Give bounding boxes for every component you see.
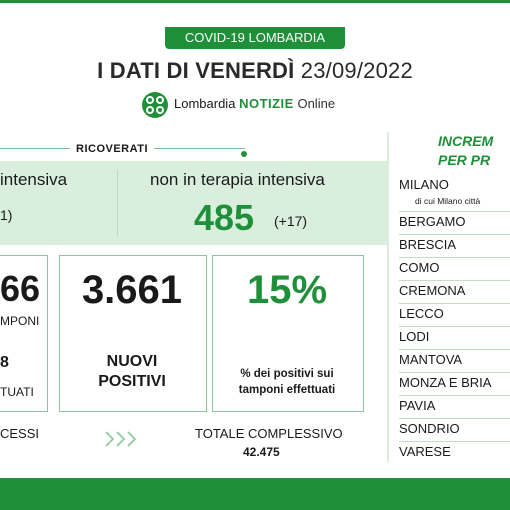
non-terapia-value: 485 [194, 197, 255, 238]
nuovi-positivi-label-line2: POSITIVI [98, 373, 166, 390]
totale-label: TOTALE COMPLESSIVO [195, 426, 343, 441]
province-separator [399, 326, 510, 327]
percent-label: % dei positivi sui tamponi effettuati [222, 366, 352, 398]
totale-value: 42.475 [243, 445, 280, 459]
brand-notizie: NOTIZIE [239, 96, 294, 111]
non-terapia-label: non in terapia intensiva [150, 170, 325, 189]
province-separator [399, 418, 510, 419]
province-item: COMO [399, 260, 440, 275]
footer-bar [0, 478, 510, 510]
province-item: LECCO [399, 306, 444, 321]
percent-card [212, 255, 364, 412]
incrementi-title-line1: INCREM [438, 133, 494, 149]
tamponi-value: 66 [0, 268, 41, 309]
province-item: MILANO [399, 177, 449, 192]
province-item: VARESE [399, 444, 451, 459]
top-line [0, 0, 510, 3]
milano-citta-sub: di cui Milano città [415, 196, 481, 206]
ricoverati-label: RICOVERATI [70, 143, 155, 155]
non-terapia-delta: (+17) [274, 213, 308, 229]
chevrons-right-icon [104, 430, 140, 448]
headline-date: 23/09/2022 [300, 58, 413, 83]
province-separator [399, 303, 510, 304]
province-item: MONZA E BRIA [399, 375, 492, 390]
province-separator [399, 280, 510, 281]
incrementi-title-line2: PER PR [438, 152, 491, 168]
brand-text: Lombardia NOTIZIE Online [174, 96, 335, 111]
province-separator [399, 441, 510, 442]
ricoverati-panel [0, 161, 387, 245]
nuovi-positivi-label: NUOVI POSITIVI [59, 352, 205, 392]
province-item: LODI [399, 329, 430, 344]
province-separator [399, 395, 510, 396]
province-separator [399, 211, 510, 212]
brand-name: Lombardia [174, 96, 236, 111]
province-separator [399, 372, 510, 373]
province-item: BRESCIA [399, 237, 457, 252]
brand: Lombardia NOTIZIE Online [142, 92, 372, 118]
tamponi-label2: TUATI [0, 385, 34, 399]
incrementi-divider [387, 132, 389, 462]
tamponi-card [0, 255, 48, 412]
dimessi-label: CESSI [0, 426, 40, 441]
percent-value: 15% [246, 268, 328, 312]
province-separator [399, 257, 510, 258]
province-item: SONDRIO [399, 421, 460, 436]
percent-label-line1: % dei positivi sui [240, 368, 334, 380]
tamponi-label: MPONI [0, 314, 40, 328]
nuovi-positivi-label-line1: NUOVI [106, 353, 158, 370]
nuovi-positivi-card [59, 255, 207, 412]
header-banner: COVID-19 LOMBARDIA [165, 27, 345, 49]
province-item: MANTOVA [399, 352, 463, 367]
page-title: I DATI DI VENERDÌ 23/09/2022 [0, 58, 510, 84]
province-separator [399, 234, 510, 235]
province-item: PAVIA [399, 398, 436, 413]
province-item: CREMONA [399, 283, 466, 298]
lombardia-logo-icon [142, 92, 168, 118]
terapia-intensiva-delta: 1) [0, 207, 13, 223]
headline-prefix: I DATI DI VENERDÌ [97, 58, 295, 83]
province-item: BERGAMO [399, 214, 466, 229]
ricoverati-divider [117, 170, 118, 236]
terapia-intensiva-label: intensiva [0, 170, 68, 189]
brand-online: Online [297, 96, 336, 111]
ricoverati-dot-icon [241, 151, 247, 157]
tamponi-value2: 8 [0, 354, 9, 371]
percent-label-line2: tamponi effettuati [238, 384, 336, 396]
incrementi-title: INCREM PER PR [438, 132, 493, 170]
nuovi-positivi-value: 3.661 [81, 268, 183, 312]
province-separator [399, 349, 510, 350]
